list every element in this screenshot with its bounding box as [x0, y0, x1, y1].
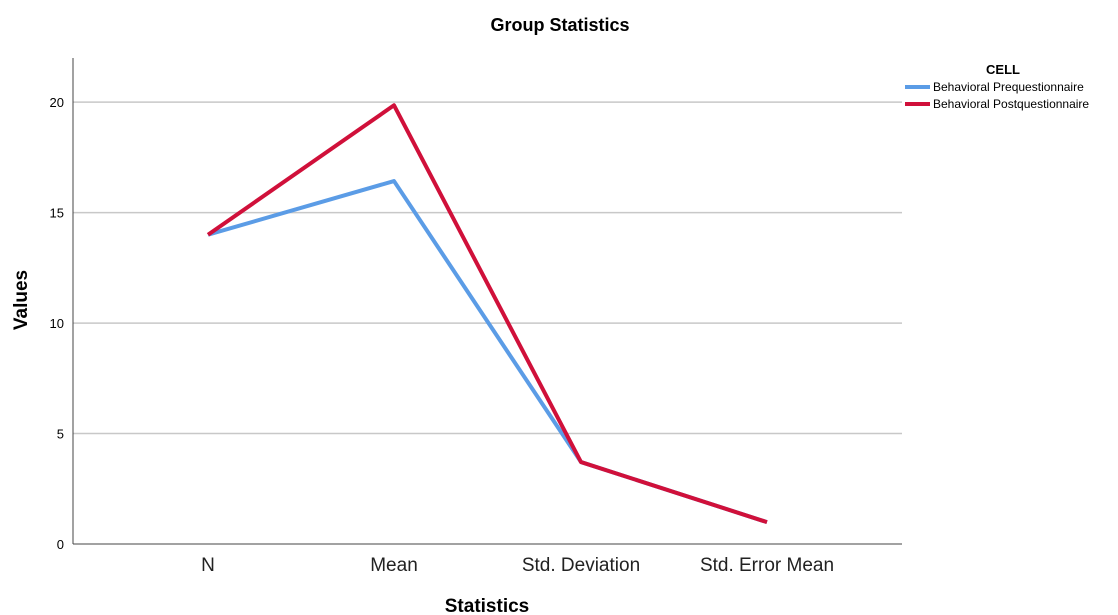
x-tick-label: Std. Error Mean [700, 555, 834, 576]
axes [72, 58, 902, 545]
series-line-1 [207, 179, 768, 525]
series-line-2 [206, 103, 768, 525]
x-tick-label: Std. Deviation [522, 555, 640, 576]
x-tick-label: N [201, 555, 215, 576]
series-lines [206, 103, 768, 525]
legend: CELL Behavioral Prequestionnaire Behavior… [905, 62, 1089, 111]
y-tick-label: 5 [57, 427, 64, 442]
x-tick-label: Mean [370, 555, 418, 576]
y-tick-label: 20 [50, 95, 64, 110]
grid-lines [73, 101, 902, 435]
x-axis-label: Statistics [445, 596, 529, 615]
legend-label: Behavioral Postquestionnaire [933, 97, 1089, 111]
y-tick-label: 10 [50, 316, 64, 331]
chart-title: Group Statistics [490, 15, 629, 35]
y-tick-labels: 0 5 10 15 20 [50, 95, 64, 552]
legend-title: CELL [986, 62, 1020, 77]
legend-label: Behavioral Prequestionnaire [933, 80, 1084, 94]
x-tick-labels: N Mean Std. Deviation Std. Error Mean [201, 555, 834, 576]
y-tick-label: 15 [50, 206, 64, 221]
y-tick-label: 0 [57, 537, 64, 552]
y-axis-label: Values [11, 270, 32, 330]
